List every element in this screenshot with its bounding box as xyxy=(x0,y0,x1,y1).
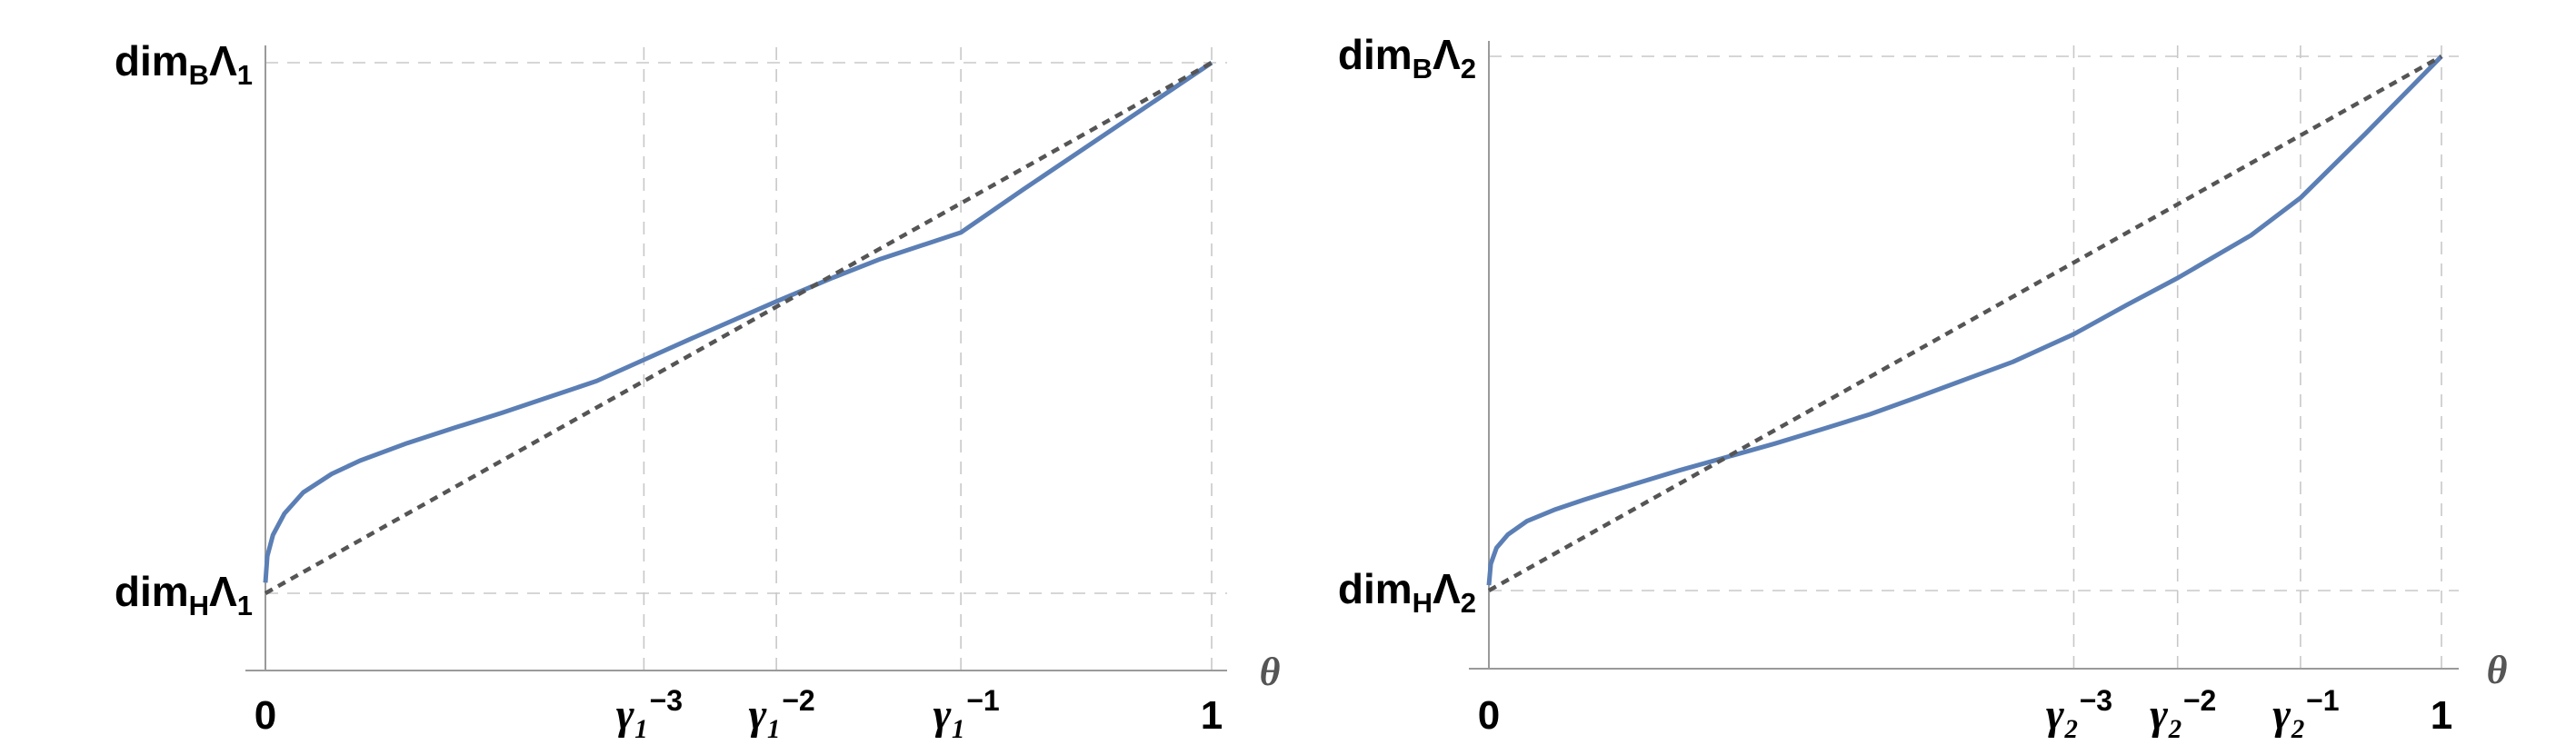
y-tick-label: dimHΛ1 xyxy=(115,568,253,621)
x-tick-label-base: 1 xyxy=(2431,693,2452,738)
dimension-curve xyxy=(263,60,1213,583)
y-tick-label: dimBΛ1 xyxy=(115,37,253,91)
y-tick-label-main: dim xyxy=(1338,31,1413,78)
y-tick-label-subscript: H xyxy=(1413,587,1433,619)
x-tick-label-base: 1 xyxy=(1201,693,1223,738)
x-tick-label-base: γ₂ xyxy=(2150,690,2183,739)
y-tick-label-index: 1 xyxy=(237,59,253,91)
y-tick-label-main: dim xyxy=(115,37,189,84)
y-tick-label-main: dim xyxy=(115,568,189,615)
y-tick-label: dimHΛ2 xyxy=(1338,565,1476,619)
x-tick-label-exponent: −3 xyxy=(2080,684,2112,717)
x-tick-label: 1 xyxy=(1201,693,1223,738)
diagonal-reference-line xyxy=(264,61,1213,595)
x-tick-label: γ₂−2 xyxy=(2150,684,2216,739)
x-tick-label-base: γ₁ xyxy=(616,690,650,739)
x-tick-label-base: γ₂ xyxy=(2272,690,2306,739)
x-tick-label-base: γ₁ xyxy=(934,690,967,739)
x-tick-label-base: γ₂ xyxy=(2046,690,2080,739)
y-tick-label: dimBΛ2 xyxy=(1338,31,1476,84)
y-tick-label-lambda: Λ xyxy=(209,568,237,615)
y-tick-label-lambda: Λ xyxy=(1433,565,1461,612)
y-tick-label-index: 1 xyxy=(237,590,253,621)
y-tick-label-index: 2 xyxy=(1461,53,1476,84)
x-tick-label: 1 xyxy=(2431,693,2452,738)
x-tick-label-exponent: −2 xyxy=(2183,684,2216,717)
x-axis-label: θ xyxy=(1260,650,1281,694)
x-tick-label: γ₁−2 xyxy=(749,684,815,739)
x-tick-label-base: 0 xyxy=(255,693,276,738)
x-tick-label: 0 xyxy=(255,693,276,738)
x-tick-label: γ₂−3 xyxy=(2046,684,2112,739)
x-tick-label: γ₁−1 xyxy=(934,684,1000,739)
x-tick-label-exponent: −1 xyxy=(2306,684,2339,717)
y-tick-label-main: dim xyxy=(1338,565,1413,612)
y-tick-label-index: 2 xyxy=(1461,587,1476,619)
y-tick-label-subscript: B xyxy=(1413,53,1433,84)
x-tick-label: γ₁−3 xyxy=(616,684,683,739)
x-tick-label-exponent: −3 xyxy=(650,684,683,717)
y-tick-label-subscript: B xyxy=(189,59,209,91)
y-tick-label-subscript: H xyxy=(189,590,209,621)
x-tick-label-exponent: −1 xyxy=(966,684,999,717)
x-axis-label: θ xyxy=(2487,648,2508,692)
x-tick-label: γ₂−1 xyxy=(2272,684,2339,739)
x-tick-label-base: 0 xyxy=(1478,693,1500,738)
y-tick-label-lambda: Λ xyxy=(209,37,237,84)
x-tick-label-exponent: −2 xyxy=(782,684,814,717)
x-tick-label: 0 xyxy=(1478,693,1500,738)
y-tick-label-lambda: Λ xyxy=(1433,31,1461,78)
x-tick-label-base: γ₁ xyxy=(749,690,783,739)
dimension-curve xyxy=(1486,55,2443,586)
diagonal-reference-line xyxy=(1487,55,2443,592)
